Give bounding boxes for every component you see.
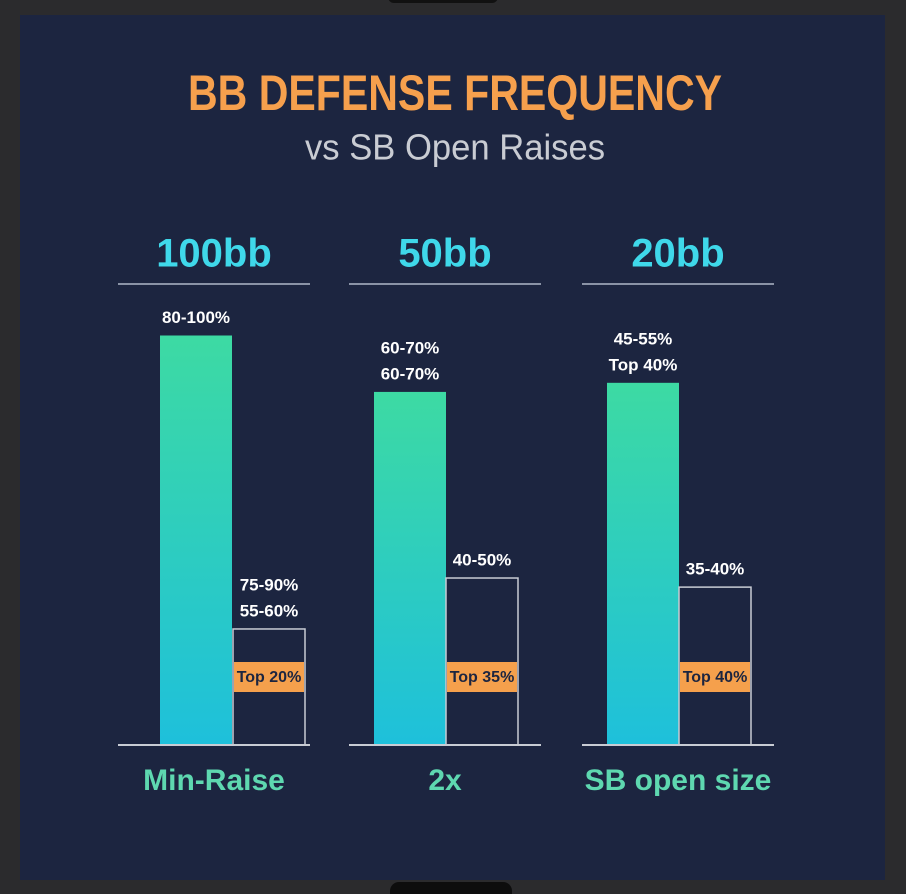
- bar: [607, 382, 679, 745]
- panel-heading: 100bb: [156, 232, 272, 276]
- bar-label: 55-60%: [240, 601, 299, 620]
- chart-subtitle: vs SB Open Raises: [305, 127, 605, 168]
- bar-label: 40-50%: [453, 550, 512, 569]
- tag-label: Top 20%: [237, 669, 302, 686]
- panel-heading: 20bb: [631, 232, 724, 276]
- bar-label: 60-70%: [381, 364, 440, 383]
- bar-label: 60-70%: [381, 338, 440, 357]
- tag-label: Top 35%: [450, 669, 515, 686]
- bar-label: 80-100%: [162, 308, 230, 327]
- tag-box: [447, 662, 517, 692]
- tag-label: Top 40%: [683, 669, 748, 686]
- tag-box: [234, 662, 304, 692]
- bar-label: 45-55%: [614, 329, 673, 348]
- category-label: Min-Raise: [143, 764, 285, 797]
- bar: [160, 335, 232, 745]
- category-label: SB open size: [585, 764, 772, 797]
- bar-label: 75-90%: [240, 575, 299, 594]
- tag-box: [680, 662, 750, 692]
- bar-label: 35-40%: [686, 560, 745, 579]
- category-label: 2x: [428, 764, 462, 797]
- bottom-notch: [390, 882, 512, 894]
- bar-label: Top 40%: [609, 355, 678, 374]
- panel-heading: 50bb: [398, 232, 491, 276]
- bar: [374, 391, 446, 745]
- top-notch: [388, 0, 498, 3]
- chart-title: BB DEFENSE FREQUENCY: [188, 65, 722, 121]
